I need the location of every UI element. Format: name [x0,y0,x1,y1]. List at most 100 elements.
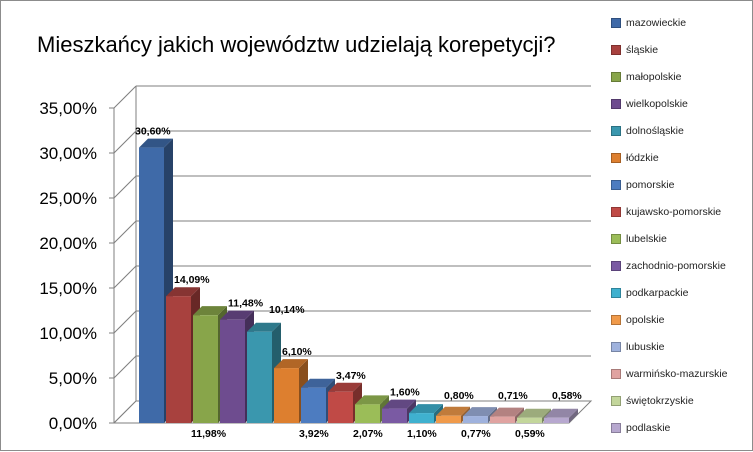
legend-swatch [611,396,621,406]
legend-swatch [611,126,621,136]
legend-item: świętokrzyskie [611,393,694,409]
legend-label: pomorskie [626,179,675,191]
legend-item: warmińsko-mazurskie [611,366,728,382]
legend-label: łódzkie [626,152,659,164]
gridline-diagonal [113,85,137,109]
data-label: 11,98% [191,428,227,440]
legend-swatch [611,315,621,325]
bar [301,387,326,423]
bar [139,147,164,423]
bar-top [463,407,497,417]
legend-item: kujawsko-pomorskie [611,204,721,220]
legend-swatch [611,45,621,55]
gridline-diagonal [113,220,137,244]
bar [463,416,488,423]
gridline-diagonal [113,130,137,154]
data-label: 1,10% [407,428,437,440]
data-label: 14,09% [174,274,210,286]
legend-swatch [611,369,621,379]
legend-item: dolnośląskie [611,123,684,139]
data-label: 10,14% [269,304,305,316]
bar [193,315,218,423]
data-label: 0,80% [444,390,474,402]
legend-item: lubuskie [611,339,665,355]
bar-top [328,382,362,392]
legend-label: wielkopolskie [626,98,688,110]
bar-top [409,404,443,414]
legend-item: pomorskie [611,177,674,193]
data-label: 1,60% [390,387,420,399]
data-label: 2,07% [353,428,383,440]
legend-swatch [611,18,621,28]
bar-top [544,408,578,418]
legend-item: łódzkie [611,150,659,166]
y-tick-label: 35,00% [39,99,97,118]
legend-swatch [611,261,621,271]
legend-label: warmińsko-mazurskie [626,368,728,380]
y-tick-label: 15,00% [39,279,97,298]
gridline-diagonal [113,175,137,199]
legend-swatch [611,72,621,82]
data-label: 6,10% [282,346,312,358]
legend-item: mazowieckie [611,15,686,31]
legend-label: mazowieckie [626,17,687,29]
bar [247,331,272,423]
data-label: 0,71% [498,390,528,402]
bar-top [247,322,281,332]
bar-top [139,138,173,148]
bar [274,368,299,423]
bar-top [220,310,254,320]
bar [490,416,515,423]
legend-label: małopolskie [626,71,682,83]
legend-label: opolskie [626,314,665,326]
data-label: 0,58% [552,390,582,402]
bar [166,296,191,423]
legend-item: zachodnio-pomorskie [611,258,726,274]
bar [355,404,380,423]
data-label: 3,92% [299,428,329,440]
y-tick-label: 5,00% [49,369,97,388]
y-tick-label: 30,00% [39,144,97,163]
bar-top [382,399,416,409]
legend-item: opolskie [611,312,665,328]
bar-top [517,408,551,418]
data-label: 0,59% [515,428,545,440]
y-tick-label: 25,00% [39,189,97,208]
bar-top [193,306,227,316]
chart-title: Mieszkańcy jakich województw udzielają k… [37,32,556,57]
legend-label: podkarpackie [626,287,689,299]
legend-item: podkarpackie [611,285,688,301]
bar-top [301,378,335,388]
bar [382,408,407,423]
legend-label: zachodnio-pomorskie [626,260,726,272]
bar-top [436,406,470,416]
bar [220,319,245,423]
legend-swatch [611,234,621,244]
data-label: 11,48% [228,298,264,310]
plot-area: 0,00% 5,00% 10,00% 15,00% 20,00% 25,00% 30,00%… [39,85,593,440]
bar-top [166,287,200,297]
legend: mazowieckie śląskie małopolskie wielkopolsk… [611,13,751,445]
legend-label: lubuskie [626,341,665,353]
bar [544,417,569,423]
legend-label: podlaskie [626,422,671,434]
legend-item: małopolskie [611,69,681,85]
data-label: 3,47% [336,370,366,382]
bar [328,391,353,423]
legend-label: dolnośląskie [626,125,684,137]
bar [436,415,461,423]
legend-swatch [611,207,621,217]
y-tick-label: 20,00% [39,234,97,253]
legend-swatch [611,342,621,352]
legend-swatch [611,288,621,298]
bar [517,417,542,423]
y-tick-label: 10,00% [39,324,97,343]
legend-swatch [611,180,621,190]
legend-label: świętokrzyskie [626,395,694,407]
legend-item: wielkopolskie [611,96,688,112]
gridline-diagonal [113,355,137,379]
bar-side [569,408,578,423]
legend-swatch [611,99,621,109]
bar-top [274,359,308,369]
